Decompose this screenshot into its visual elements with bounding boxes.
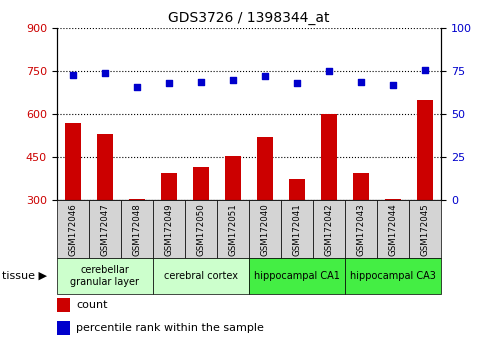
FancyBboxPatch shape — [185, 200, 217, 258]
FancyBboxPatch shape — [377, 200, 409, 258]
FancyBboxPatch shape — [249, 258, 345, 294]
Bar — [97, 134, 113, 286]
Text: GSM172041: GSM172041 — [292, 203, 302, 256]
Text: cerebellar
granular layer: cerebellar granular layer — [70, 265, 139, 287]
Text: cerebral cortex: cerebral cortex — [164, 271, 238, 281]
Point — [357, 79, 365, 84]
Point — [389, 82, 397, 88]
Point — [133, 84, 141, 90]
Bar — [129, 199, 145, 286]
Text: hippocampal CA3: hippocampal CA3 — [350, 271, 436, 281]
Point — [69, 72, 77, 78]
Text: GSM172042: GSM172042 — [324, 203, 334, 256]
Text: GSM172040: GSM172040 — [260, 203, 270, 256]
Text: GSM172047: GSM172047 — [100, 203, 109, 256]
FancyBboxPatch shape — [345, 200, 377, 258]
Bar — [385, 199, 401, 286]
Text: GSM172043: GSM172043 — [356, 203, 366, 256]
FancyBboxPatch shape — [153, 200, 185, 258]
Bar — [57, 298, 70, 312]
FancyBboxPatch shape — [57, 258, 153, 294]
Text: count: count — [76, 300, 107, 310]
Text: hippocampal CA1: hippocampal CA1 — [254, 271, 340, 281]
Bar — [289, 178, 305, 286]
Point — [229, 77, 237, 83]
Point — [165, 80, 173, 86]
Point — [421, 67, 429, 72]
Text: GSM172044: GSM172044 — [388, 203, 398, 256]
Bar — [353, 173, 369, 286]
FancyBboxPatch shape — [57, 200, 89, 258]
FancyBboxPatch shape — [409, 200, 441, 258]
Point — [197, 79, 205, 84]
Point — [261, 74, 269, 79]
Bar — [225, 156, 241, 286]
Text: GSM172051: GSM172051 — [228, 203, 238, 256]
FancyBboxPatch shape — [313, 200, 345, 258]
Bar — [57, 321, 70, 335]
Text: GSM172046: GSM172046 — [68, 203, 77, 256]
Point — [293, 80, 301, 86]
FancyBboxPatch shape — [89, 200, 121, 258]
Title: GDS3726 / 1398344_at: GDS3726 / 1398344_at — [168, 11, 330, 24]
Text: percentile rank within the sample: percentile rank within the sample — [76, 323, 264, 333]
FancyBboxPatch shape — [153, 258, 249, 294]
Text: GSM172045: GSM172045 — [421, 203, 430, 256]
Bar — [417, 100, 433, 286]
Text: tissue ▶: tissue ▶ — [2, 271, 47, 281]
Point — [101, 70, 108, 76]
Bar — [193, 167, 209, 286]
FancyBboxPatch shape — [249, 200, 281, 258]
Point — [325, 68, 333, 74]
Bar — [65, 123, 81, 286]
Text: GSM172050: GSM172050 — [196, 203, 206, 256]
Text: GSM172049: GSM172049 — [164, 203, 174, 256]
Text: GSM172048: GSM172048 — [132, 203, 141, 256]
Bar — [321, 114, 337, 286]
FancyBboxPatch shape — [217, 200, 249, 258]
FancyBboxPatch shape — [281, 200, 313, 258]
FancyBboxPatch shape — [121, 200, 153, 258]
FancyBboxPatch shape — [345, 258, 441, 294]
Bar — [257, 137, 273, 286]
Bar — [161, 173, 177, 286]
